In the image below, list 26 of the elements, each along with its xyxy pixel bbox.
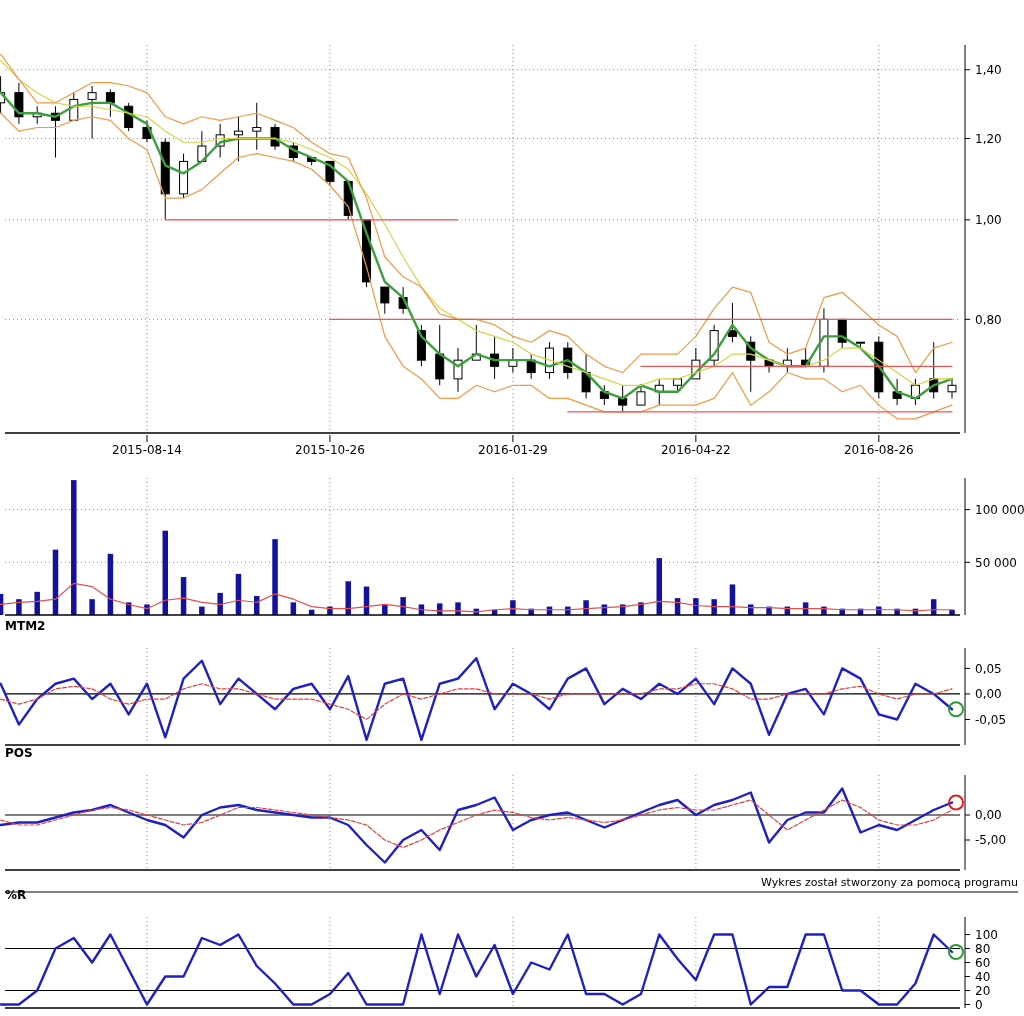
y-tick-label: -0,05: [975, 712, 1007, 727]
x-tick-label: 2016-01-29: [478, 443, 548, 457]
chart-title: POS: [5, 746, 33, 760]
y-tick-label: 1,00: [975, 213, 1002, 228]
y-tick-label: 100 000: [975, 502, 1024, 517]
x-tick-label: 2016-08-26: [843, 443, 914, 457]
y-tick-label: 60: [975, 955, 991, 970]
y-tick-label: 0,00: [975, 687, 1002, 702]
x-tick-label: 2015-10-26: [295, 443, 365, 457]
y-tick-label: 0,00: [975, 808, 1002, 823]
y-tick-label: 100: [975, 927, 998, 942]
y-tick-label: 0,80: [975, 312, 1002, 327]
x-tick-label: 2016-04-22: [660, 443, 731, 457]
y-tick-label: 80: [975, 941, 991, 956]
y-tick-label: 1,20: [975, 131, 1002, 146]
y-tick-label: -5,00: [975, 833, 1007, 848]
y-tick-label: 20: [975, 983, 991, 998]
y-tick-label: 50 000: [975, 555, 1017, 570]
chart-title: MTM2: [5, 619, 46, 633]
y-tick-label: 1,40: [975, 62, 1002, 77]
x-tick-label: 2015-08-14: [112, 443, 182, 457]
y-tick-label: 0: [975, 997, 983, 1012]
chart-title: %R: [5, 888, 27, 902]
text: Wykres został stworzony za pomocą programu: [761, 876, 1018, 889]
y-tick-label: 40: [975, 969, 991, 984]
y-tick-label: 0,05: [975, 661, 1002, 676]
